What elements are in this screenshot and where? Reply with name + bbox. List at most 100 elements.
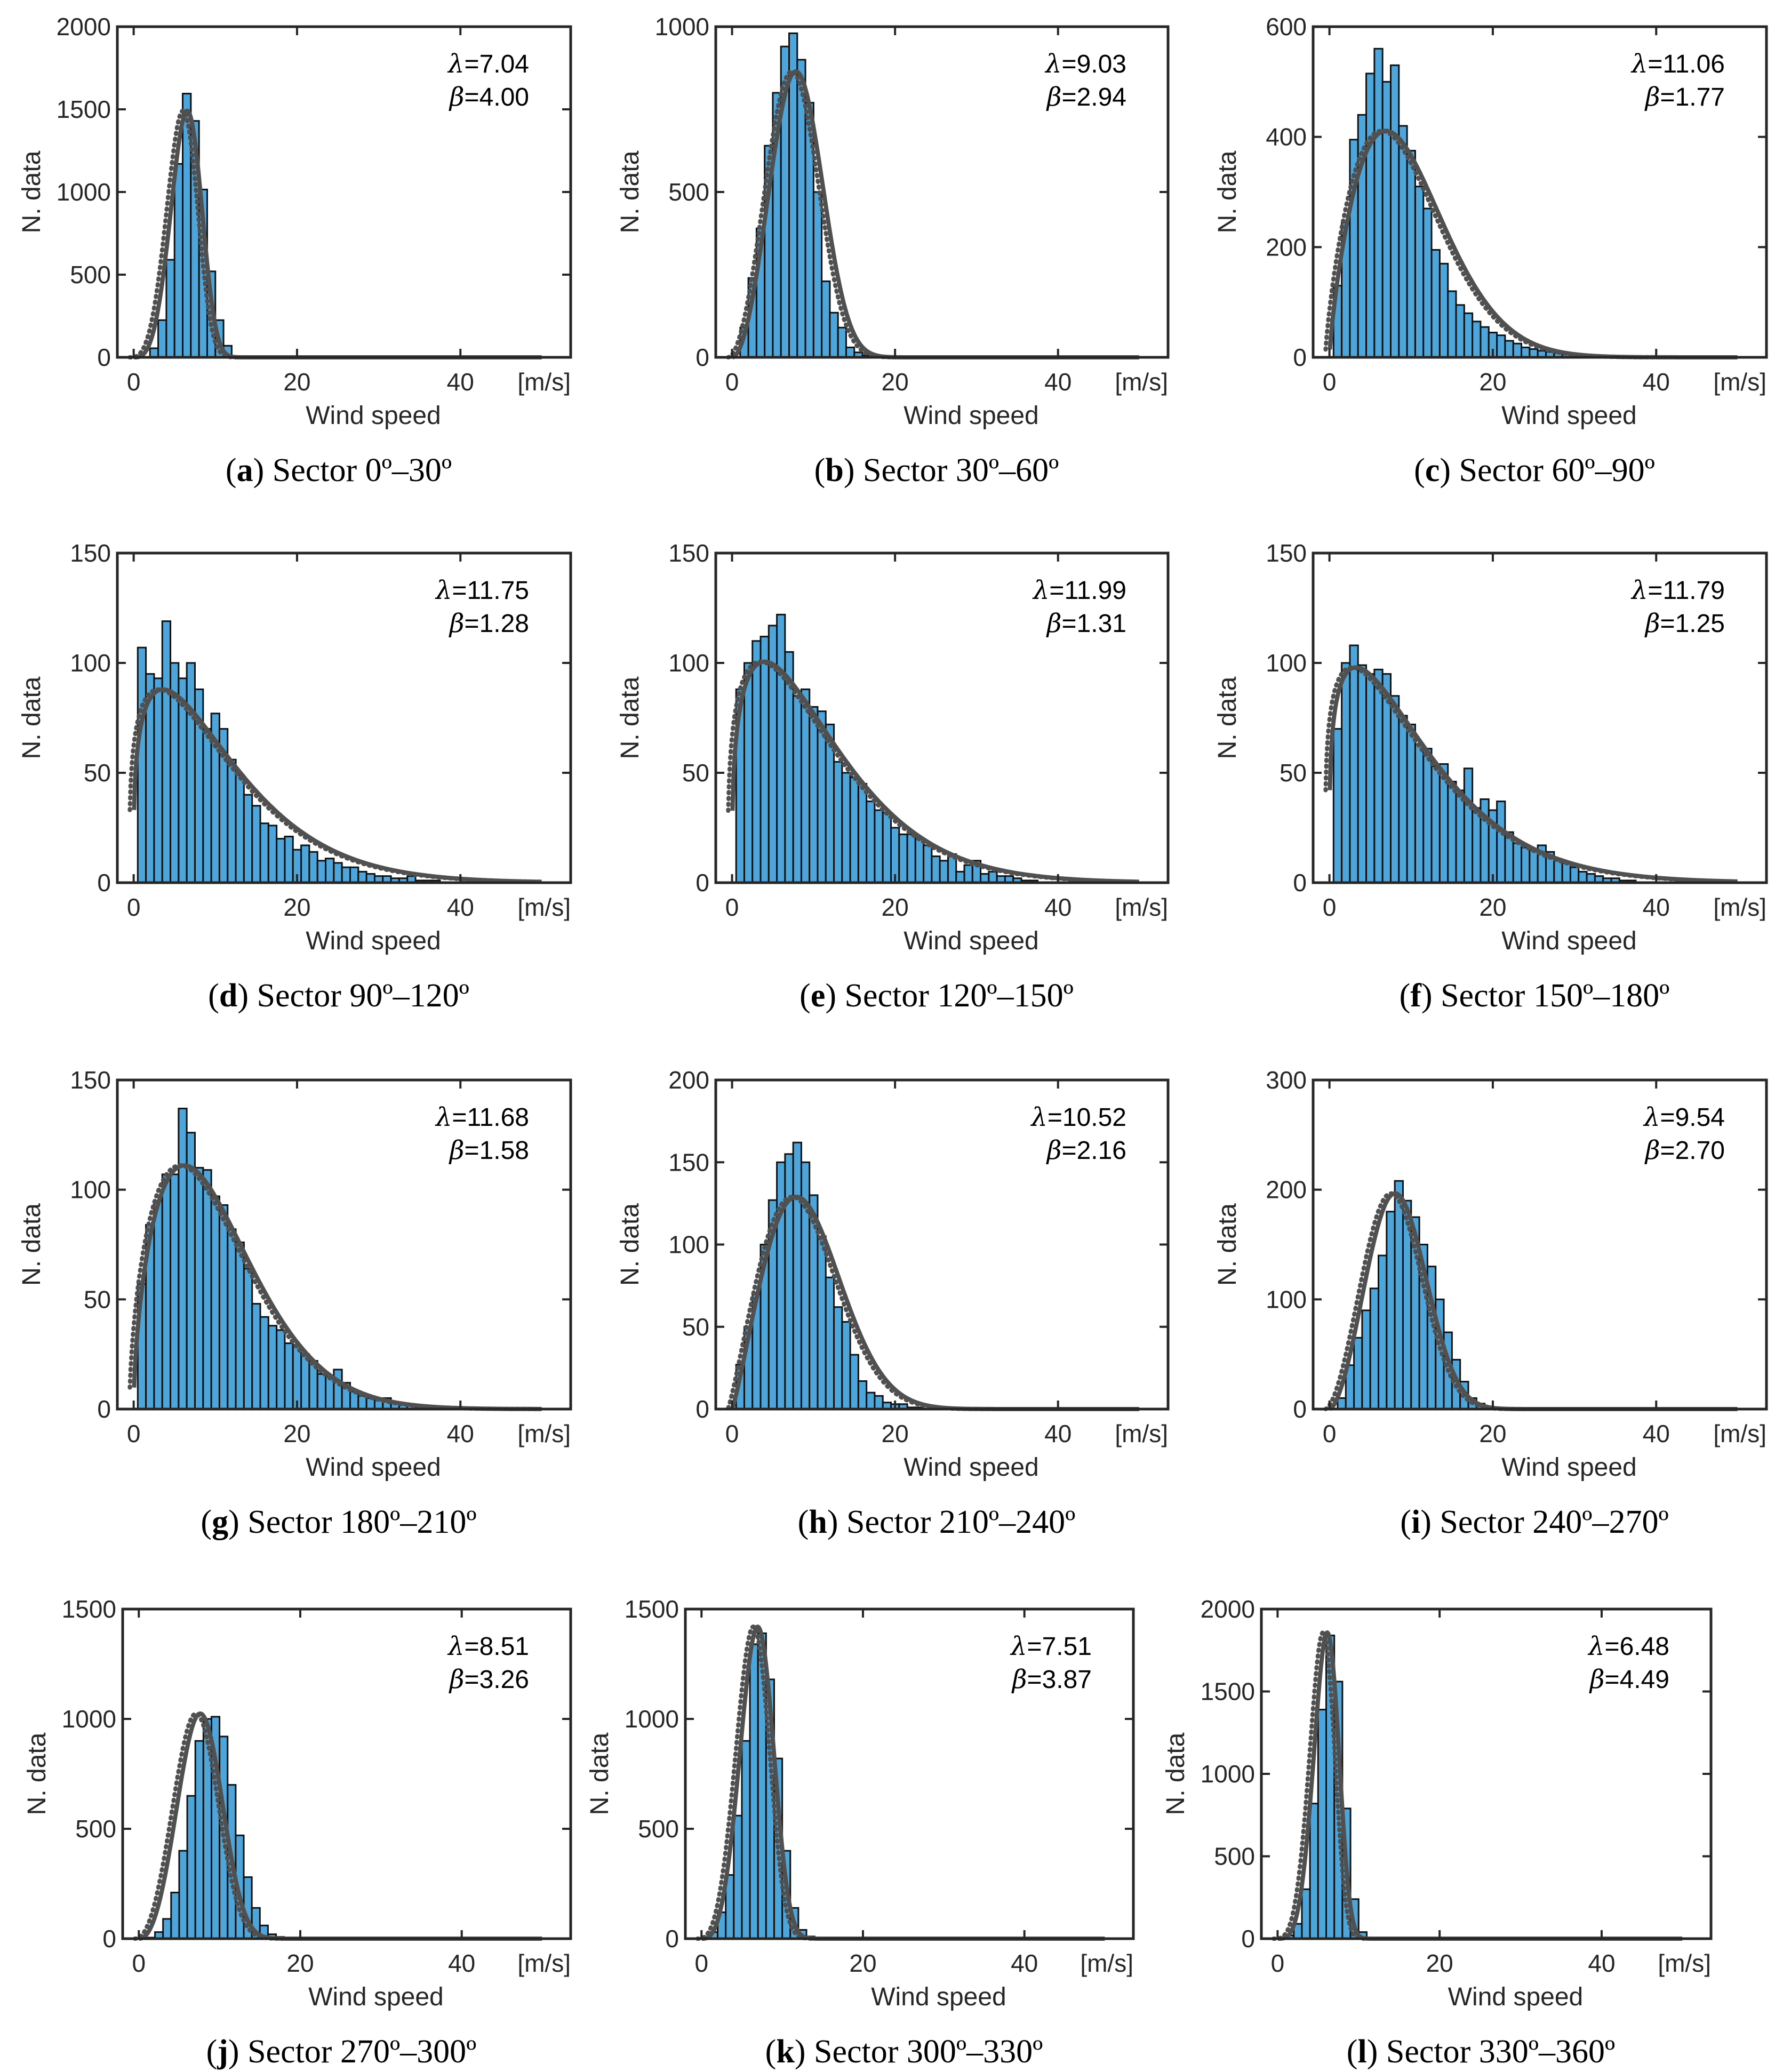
histogram-bar [186, 1795, 196, 1940]
beta-annotation: β=1.31 [1046, 609, 1126, 638]
y-tick-label: 150 [668, 539, 709, 567]
histogram-bar [817, 1235, 827, 1410]
panel-caption: (f) Sector 150º–180º [1400, 978, 1670, 1014]
lambda-value: 7.04 [479, 50, 529, 78]
y-tick-label: 2000 [57, 13, 111, 41]
lambda-equals: = [1648, 50, 1662, 78]
lambda-annotation: λ=7.51 [1010, 1631, 1092, 1661]
histogram-bar [349, 866, 359, 884]
histogram-bar [1438, 262, 1449, 358]
x-tick-label: 40 [1643, 368, 1670, 396]
histogram-bar [243, 794, 253, 884]
beta-annotation: β=2.94 [1046, 82, 1126, 112]
caption-text: Sector 60º–90º [1459, 452, 1655, 489]
y-tick-label: 1500 [62, 1595, 116, 1623]
histogram-bar [170, 1891, 180, 1940]
histogram-bar [1365, 673, 1376, 884]
histogram-bar [259, 1316, 269, 1410]
panel-h: 0 20 40 0 50 100 150 200 [m/s] Wind speed N. data λ… [616, 1066, 1170, 1540]
beta-equals: = [1062, 1137, 1077, 1165]
lambda-value: 11.68 [467, 1103, 529, 1132]
beta-value: 2.16 [1077, 1137, 1126, 1165]
axes-box [1312, 551, 1768, 884]
y-tick-label: 0 [102, 1925, 116, 1953]
histogram-bar [743, 662, 754, 884]
lambda-value: 8.51 [479, 1633, 529, 1661]
histogram-bar [173, 163, 184, 358]
histogram-bar [857, 783, 868, 884]
lambda-symbol: λ [435, 1102, 452, 1132]
panel-caption: (k) Sector 300º–330º [765, 2034, 1043, 2070]
lambda-symbol: λ [1032, 575, 1049, 605]
x-tick-label: 20 [1426, 1949, 1453, 1977]
y-tick-label: 0 [695, 869, 709, 897]
histogram-bar [341, 866, 351, 884]
y-tick-label: 50 [682, 759, 709, 787]
y-tick-label: 0 [1293, 343, 1307, 371]
x-tick-label: 0 [725, 368, 739, 396]
histogram-bar [733, 1814, 743, 1940]
y-tick-label: 400 [1266, 123, 1307, 151]
panel-caption: (i) Sector 240º–270º [1400, 1504, 1668, 1540]
axes-box [116, 1078, 572, 1411]
beta-value: 3.87 [1042, 1666, 1092, 1694]
histogram-bar [1447, 780, 1457, 884]
x-unit-label: [m/s] [1713, 893, 1766, 921]
lambda-symbol: λ [1010, 1631, 1027, 1661]
histogram-bar [1553, 860, 1563, 884]
histogram-bar [955, 870, 965, 884]
y-tick-label: 150 [1266, 539, 1307, 567]
lambda-equals: = [1660, 1103, 1675, 1132]
y-tick-label: 0 [695, 1395, 709, 1423]
histogram-bar [874, 1395, 884, 1410]
histogram-bar [1463, 767, 1474, 884]
histogram-bar [800, 688, 811, 884]
histogram-bar [1309, 1803, 1319, 1940]
histogram-bar [939, 860, 949, 884]
histogram-bar [1373, 668, 1384, 884]
lambda-annotation: λ=9.54 [1643, 1102, 1725, 1132]
histogram-bar [833, 761, 843, 884]
histogram-bar [1472, 321, 1482, 358]
panel-caption: (d) Sector 90º–120º [208, 978, 469, 1014]
y-tick-label: 500 [1214, 1843, 1255, 1870]
caption-letter: c [1425, 452, 1440, 489]
histogram-bar [841, 772, 851, 884]
lambda-value: 9.03 [1077, 50, 1126, 78]
beta-value: 4.49 [1620, 1666, 1669, 1694]
lambda-value: 6.48 [1620, 1633, 1669, 1661]
x-tick-label: 40 [1044, 1420, 1072, 1447]
lambda-equals: = [1027, 1633, 1042, 1661]
beta-value: 1.28 [479, 610, 529, 638]
y-axis-label: N. data [616, 150, 644, 233]
lambda-annotation: λ=11.75 [435, 575, 529, 605]
histogram-bar [1472, 807, 1482, 884]
lambda-annotation: λ=10.52 [1030, 1102, 1126, 1132]
histogram-bar [1422, 748, 1433, 884]
beta-equals: = [1660, 1137, 1675, 1165]
panel-caption: (l) Sector 330º–360º [1347, 2034, 1615, 2070]
histogram-bar [923, 844, 933, 884]
histogram-bar [1512, 342, 1523, 358]
y-tick-label: 500 [75, 1815, 116, 1843]
histogram-bar [1353, 1337, 1363, 1410]
lambda-annotation: λ=11.06 [1630, 49, 1725, 79]
y-tick-label: 0 [1293, 869, 1307, 897]
x-unit-label: [m/s] [517, 1949, 571, 1977]
y-tick-label: 200 [1266, 1176, 1307, 1204]
x-tick-label: 0 [127, 368, 141, 396]
caption-paren-close: ) [228, 1504, 247, 1540]
y-axis-label: N. data [616, 676, 644, 759]
histogram-bar [1369, 1287, 1380, 1410]
histogram-bar [866, 1391, 876, 1410]
x-tick-label: 40 [1044, 368, 1072, 396]
y-tick-label: 0 [1241, 1925, 1255, 1953]
histogram-bar [749, 1643, 759, 1940]
lambda-value: 7.51 [1042, 1633, 1092, 1661]
y-tick-label: 0 [695, 343, 709, 371]
histogram-bar [165, 259, 175, 358]
y-tick-label: 1500 [1201, 1678, 1255, 1706]
histogram-bar [325, 858, 335, 884]
caption-letter: d [219, 978, 237, 1014]
weibull-fit-dots [1323, 665, 1736, 884]
